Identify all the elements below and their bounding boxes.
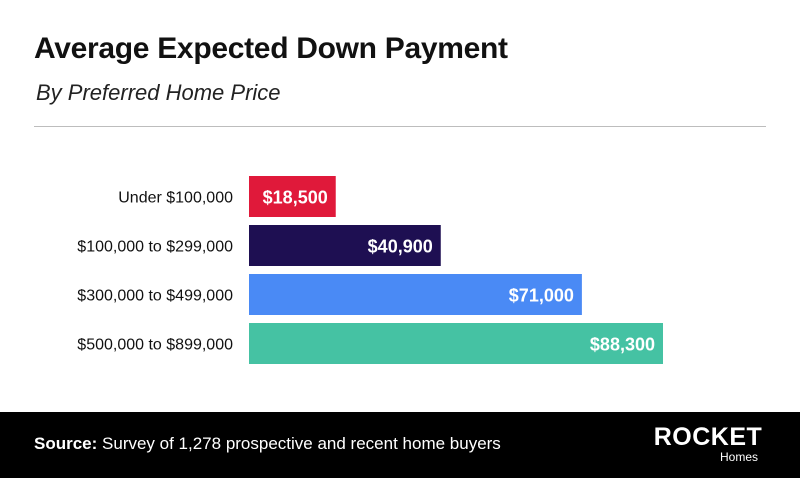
- rocket-homes-logo: ROCKET Homes: [652, 424, 764, 464]
- bar: [249, 225, 441, 266]
- bar-chart: Under $100,000 $18,500 $100,000 to $299,00…: [77, 176, 663, 364]
- value-label: $88,300: [590, 335, 655, 355]
- title-divider: [34, 126, 766, 127]
- logo-wordmark: ROCKET: [653, 423, 763, 451]
- chart-title: Average Expected Down Payment: [34, 32, 508, 65]
- footer-bar: Source: Survey of 1,278 prospective and …: [0, 412, 800, 478]
- logo-subtext: Homes: [719, 450, 758, 464]
- chart-subtitle: By Preferred Home Price: [36, 80, 281, 105]
- value-label: $40,900: [368, 237, 433, 257]
- value-label: $71,000: [509, 286, 574, 306]
- bar: [249, 274, 582, 315]
- category-label: $300,000 to $499,000: [77, 288, 233, 305]
- source-key: Source:: [34, 434, 98, 453]
- value-label: $18,500: [263, 188, 328, 208]
- bar: [249, 323, 663, 364]
- bar: [249, 176, 336, 217]
- category-label: $500,000 to $899,000: [77, 337, 233, 354]
- category-label: Under $100,000: [118, 190, 233, 207]
- source-text: Survey of 1,278 prospective and recent h…: [97, 434, 501, 453]
- source-note: Source: Survey of 1,278 prospective and …: [34, 434, 501, 454]
- category-label: $100,000 to $299,000: [77, 239, 233, 256]
